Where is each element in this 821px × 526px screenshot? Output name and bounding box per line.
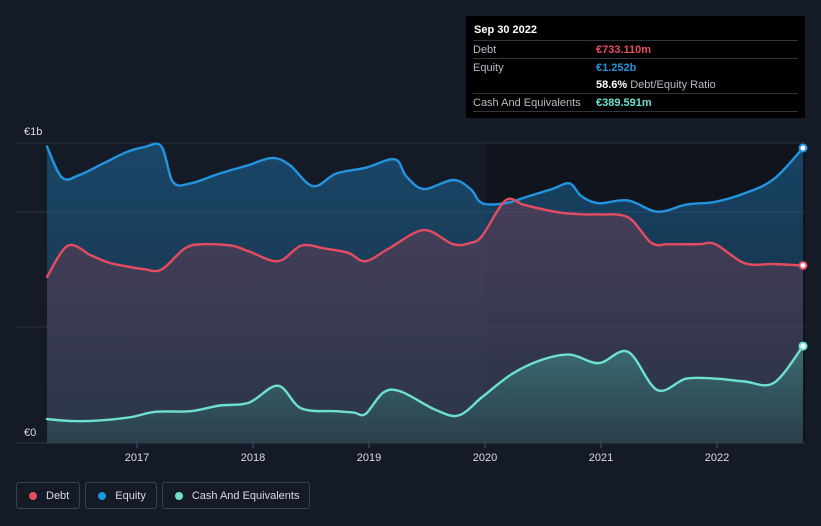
cash-dot-icon xyxy=(174,491,183,500)
y-tick-label: €1b xyxy=(24,126,42,138)
y-tick-label: €0 xyxy=(24,427,36,439)
equity-dot-icon xyxy=(98,491,107,500)
tooltip-label: Cash And Equivalents xyxy=(473,96,581,109)
tooltip-row-ratio: 58.6% Debt/Equity Ratio xyxy=(473,76,798,93)
legend-item-cash[interactable]: Cash And Equivalents xyxy=(161,482,311,509)
debt-line xyxy=(45,197,805,278)
x-tick-label: 2018 xyxy=(241,452,265,464)
cash-end-marker xyxy=(798,341,808,351)
cash-area xyxy=(47,346,803,443)
cash-line xyxy=(45,344,805,423)
tooltip-value: 58.6% xyxy=(596,78,628,91)
tooltip-value: €733.110m xyxy=(596,43,652,56)
legend-item-equity[interactable]: Equity xyxy=(85,482,157,509)
legend-item-debt[interactable]: Debt xyxy=(16,482,81,509)
tooltip-label: Debt xyxy=(473,43,497,56)
tooltip-row-debt: Debt €733.110m xyxy=(473,40,798,58)
x-tick-label: 2017 xyxy=(125,452,149,464)
legend: Debt Equity Cash And Equivalents xyxy=(16,482,311,509)
equity-end-marker xyxy=(798,143,808,153)
tooltip-value: €1.252b xyxy=(596,61,637,74)
tooltip-sub: Debt/Equity Ratio xyxy=(630,78,716,91)
equity-line xyxy=(45,142,805,213)
tooltip-panel: Sep 30 2022 Debt €733.110m Equity €1.252… xyxy=(466,16,805,118)
x-tick-label: 2022 xyxy=(705,452,729,464)
debt-dot-icon xyxy=(29,491,37,500)
tooltip-value: €389.591m xyxy=(596,96,652,109)
tooltip-date: Sep 30 2022 xyxy=(474,24,537,36)
x-tick-label: 2019 xyxy=(357,452,381,464)
legend-label: Debt xyxy=(46,489,70,502)
debt-end-marker xyxy=(798,260,808,270)
x-tick-label: 2020 xyxy=(473,452,497,464)
tooltip-row-cash: Cash And Equivalents €389.591m xyxy=(473,93,798,112)
x-tick-label: 2021 xyxy=(589,452,613,464)
tooltip-row-equity: Equity €1.252b xyxy=(473,58,798,76)
tooltip-label: Equity xyxy=(473,61,504,74)
legend-label: Equity xyxy=(115,489,146,502)
legend-label: Cash And Equivalents xyxy=(191,489,300,502)
